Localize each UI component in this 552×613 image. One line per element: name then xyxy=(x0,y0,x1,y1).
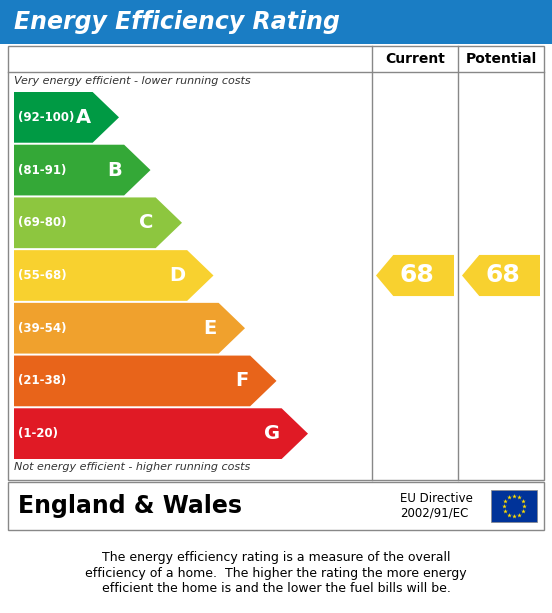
Text: efficiency of a home.  The higher the rating the more energy: efficiency of a home. The higher the rat… xyxy=(85,566,467,579)
Text: Potential: Potential xyxy=(465,52,537,66)
Polygon shape xyxy=(14,250,214,301)
Polygon shape xyxy=(462,255,540,296)
Bar xyxy=(491,490,537,522)
Text: (21-38): (21-38) xyxy=(18,375,66,387)
Text: G: G xyxy=(263,424,280,443)
Bar xyxy=(0,0,552,44)
Text: Not energy efficient - higher running costs: Not energy efficient - higher running co… xyxy=(14,462,250,472)
Text: efficient the home is and the lower the fuel bills will be.: efficient the home is and the lower the … xyxy=(102,582,450,595)
Bar xyxy=(8,46,544,480)
Text: Very energy efficient - lower running costs: Very energy efficient - lower running co… xyxy=(14,76,251,86)
Text: EU Directive
2002/91/EC: EU Directive 2002/91/EC xyxy=(400,492,473,520)
Text: E: E xyxy=(203,319,216,338)
Text: (55-68): (55-68) xyxy=(18,269,67,282)
Text: (81-91): (81-91) xyxy=(18,164,66,177)
Text: Current: Current xyxy=(385,52,445,66)
Bar xyxy=(8,482,544,530)
Text: F: F xyxy=(235,371,248,390)
Text: 68: 68 xyxy=(399,264,434,287)
Text: A: A xyxy=(76,108,91,127)
Polygon shape xyxy=(376,255,454,296)
Text: (69-80): (69-80) xyxy=(18,216,66,229)
Polygon shape xyxy=(14,197,182,248)
Text: 68: 68 xyxy=(485,264,520,287)
Text: B: B xyxy=(108,161,122,180)
Text: The energy efficiency rating is a measure of the overall: The energy efficiency rating is a measur… xyxy=(102,552,450,565)
Polygon shape xyxy=(14,145,151,196)
Text: C: C xyxy=(139,213,153,232)
Polygon shape xyxy=(14,356,277,406)
Text: England & Wales: England & Wales xyxy=(18,494,242,518)
Text: (39-54): (39-54) xyxy=(18,322,66,335)
Text: D: D xyxy=(169,266,185,285)
Polygon shape xyxy=(14,303,245,354)
Text: Energy Efficiency Rating: Energy Efficiency Rating xyxy=(14,10,340,34)
Text: (1-20): (1-20) xyxy=(18,427,58,440)
Polygon shape xyxy=(14,408,308,459)
Polygon shape xyxy=(14,92,119,143)
Text: (92-100): (92-100) xyxy=(18,111,75,124)
